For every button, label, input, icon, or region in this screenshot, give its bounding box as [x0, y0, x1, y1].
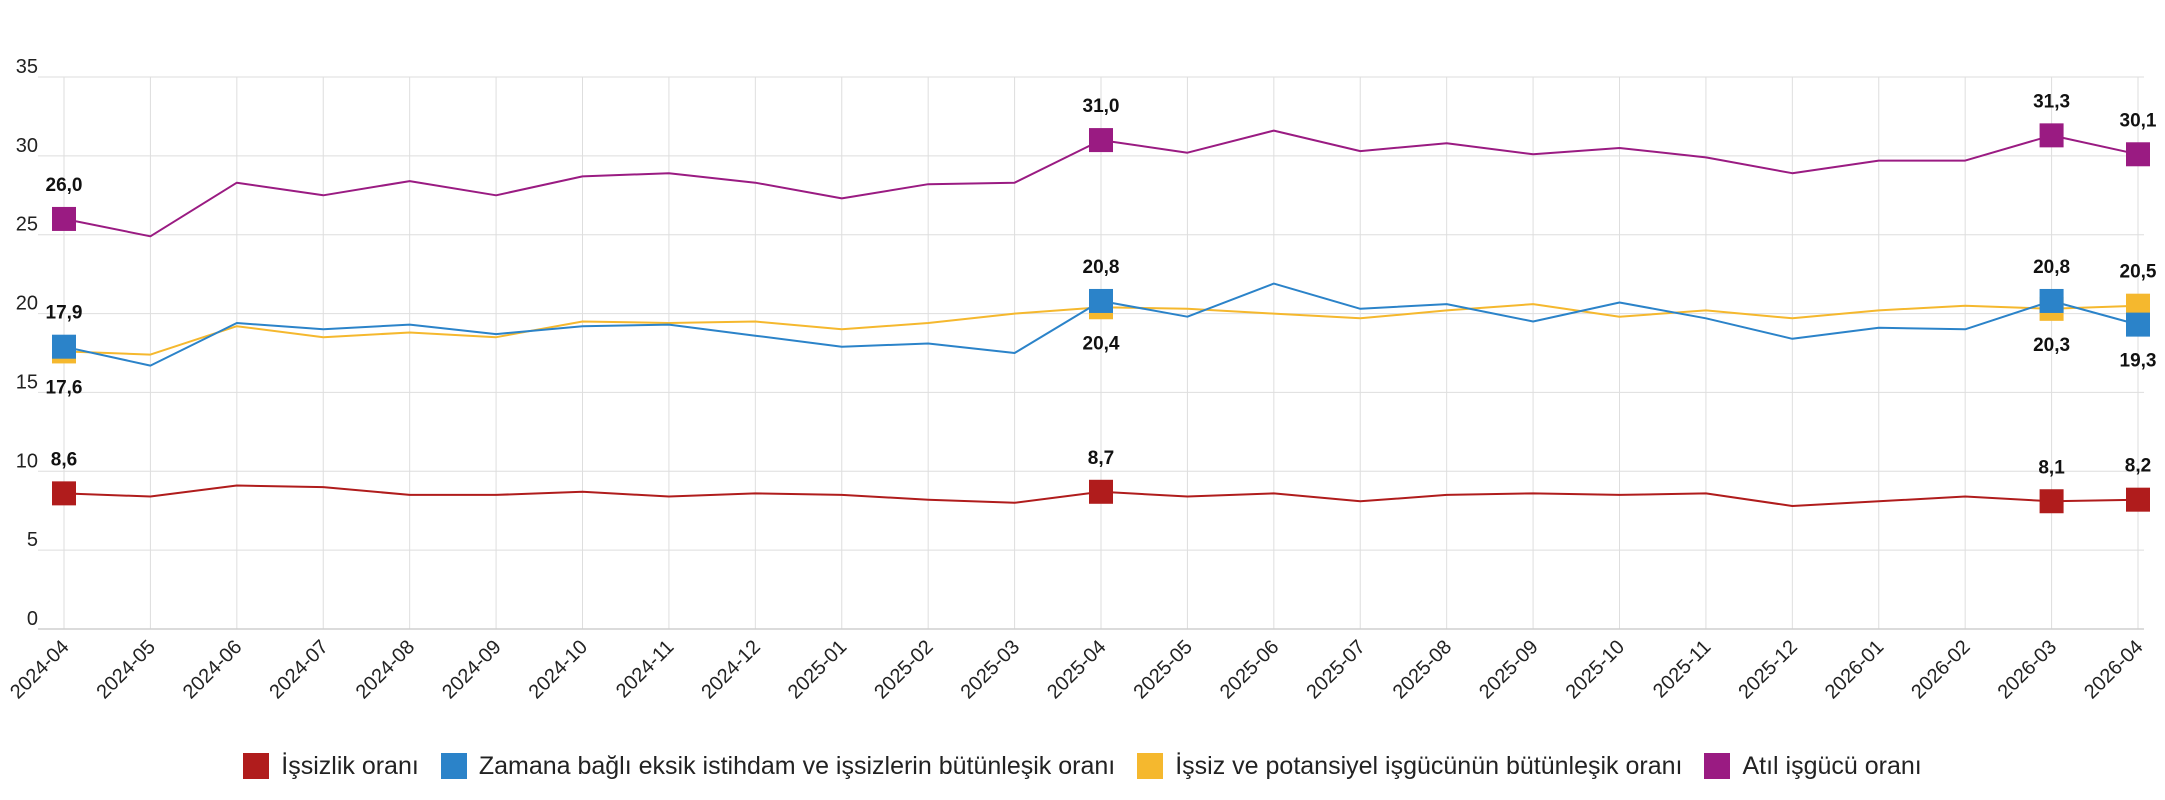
data-label-underutilization: 31,3 — [2033, 91, 2070, 112]
data-label-unemployment: 8,1 — [2038, 457, 2065, 478]
marker-unemployment[interactable] — [2126, 487, 2150, 512]
data-label-time_related: 19,3 — [2120, 351, 2157, 372]
x-tick-label: 2025-05 — [1129, 636, 1196, 703]
y-tick-label: 35 — [16, 56, 38, 78]
data-labels: 8,6 8,7 8,1 8,2 17,9 20,8 20,8 19,3 17,6 20,4 20,3… — [46, 91, 2157, 478]
legend-item-potential-labour[interactable]: İşsiz ve potansiyel işgücünün bütünleşik… — [1137, 752, 1682, 781]
data-label-potential_labour: 17,6 — [46, 377, 83, 398]
data-label-time_related: 17,9 — [46, 303, 83, 324]
x-tick-label: 2025-07 — [1302, 636, 1369, 703]
y-axis-ticks: 0 5 10 15 20 25 30 35 — [16, 56, 38, 630]
x-tick-label: 2024-05 — [92, 636, 159, 703]
x-tick-label: 2025-10 — [1562, 636, 1629, 703]
x-axis-ticks: 2024-04 2024-05 2024-06 2024-07 2024-08 2024-… — [6, 636, 2147, 703]
marker-underutilization[interactable] — [2039, 123, 2064, 148]
legend-swatch-underutilization — [1704, 753, 1731, 779]
data-label-unemployment: 8,7 — [1088, 448, 1114, 469]
data-label-potential_labour: 20,5 — [2120, 262, 2157, 283]
data-label-unemployment: 8,6 — [51, 449, 77, 470]
x-tick-label: 2026-01 — [1821, 636, 1888, 703]
x-tick-label: 2026-04 — [2080, 636, 2147, 703]
series-markers — [52, 123, 2150, 514]
x-tick-label: 2025-04 — [1043, 636, 1110, 703]
marker-time_related[interactable] — [52, 334, 76, 359]
x-tick-label: 2025-12 — [1734, 636, 1801, 703]
x-tick-label: 2025-09 — [1475, 636, 1542, 703]
x-tick-label: 2024-06 — [179, 636, 246, 703]
x-tick-label: 2025-01 — [784, 636, 851, 703]
grid-lines — [38, 76, 2144, 630]
legend-label-unemployment: İşsizlik oranı — [281, 751, 419, 780]
legend-item-time-related[interactable]: Zamana bağlı eksik istihdam ve işsizleri… — [440, 751, 1116, 781]
x-tick-label: 2024-09 — [438, 636, 505, 703]
x-tick-label: 2026-03 — [1994, 636, 2061, 703]
x-tick-label: 2025-02 — [870, 636, 937, 703]
y-tick-label: 5 — [27, 529, 38, 551]
x-tick-label: 2025-08 — [1389, 636, 1456, 703]
marker-time_related[interactable] — [1089, 288, 1113, 313]
data-label-time_related: 20,8 — [2033, 257, 2070, 278]
y-tick-label: 15 — [16, 371, 38, 393]
data-label-underutilization: 31,0 — [1083, 96, 1120, 117]
data-label-unemployment: 8,2 — [2125, 456, 2151, 477]
y-tick-label: 30 — [16, 135, 38, 157]
x-tick-label: 2024-11 — [612, 636, 678, 702]
y-tick-label: 20 — [16, 293, 38, 315]
x-tick-label: 2025-06 — [1216, 636, 1283, 703]
x-tick-label: 2024-04 — [6, 636, 73, 703]
x-tick-label: 2024-08 — [352, 636, 419, 703]
data-label-underutilization: 26,0 — [46, 175, 83, 196]
data-label-potential_labour: 20,4 — [1083, 333, 1120, 354]
y-tick-label: 10 — [16, 450, 38, 472]
legend-swatch-time-related — [440, 753, 467, 779]
legend-label-potential-labour: İşsiz ve potansiyel işgücünün bütünleşik… — [1175, 751, 1683, 780]
y-tick-label: 25 — [16, 214, 38, 236]
x-tick-label: 2025-11 — [1649, 636, 1715, 702]
y-tick-label: 0 — [27, 608, 38, 630]
marker-time_related[interactable] — [2039, 288, 2064, 313]
legend-swatch-potential-labour — [1137, 753, 1164, 779]
marker-unemployment[interactable] — [2039, 489, 2064, 514]
marker-unemployment[interactable] — [52, 481, 76, 506]
legend-item-unemployment[interactable]: İşsizlik oranı — [243, 752, 419, 781]
marker-underutilization[interactable] — [52, 206, 76, 231]
legend-item-underutilization[interactable]: Atıl işgücü oranı — [1704, 751, 1922, 781]
data-label-underutilization: 30,1 — [2120, 110, 2157, 131]
x-tick-label: 2024-12 — [697, 636, 764, 703]
marker-unemployment[interactable] — [1089, 479, 1113, 504]
x-tick-label: 2024-07 — [265, 636, 332, 703]
legend-swatch-unemployment — [243, 753, 270, 779]
marker-underutilization[interactable] — [1089, 128, 1113, 153]
data-label-time_related: 20,8 — [1083, 257, 1120, 278]
legend-label-time-related: Zamana bağlı eksik istihdam ve işsizleri… — [478, 751, 1116, 780]
marker-underutilization[interactable] — [2126, 142, 2150, 167]
legend-label-underutilization: Atıl işgücü oranı — [1742, 751, 1922, 780]
x-tick-label: 2025-03 — [957, 636, 1024, 703]
x-tick-label: 2024-10 — [525, 636, 592, 703]
x-tick-label: 2026-02 — [1907, 636, 1974, 703]
data-label-potential_labour: 20,3 — [2033, 335, 2070, 356]
marker-time_related[interactable] — [2126, 312, 2150, 337]
legend: İşsizlik oranı Zamana bağlı eksik istihd… — [0, 748, 2165, 784]
